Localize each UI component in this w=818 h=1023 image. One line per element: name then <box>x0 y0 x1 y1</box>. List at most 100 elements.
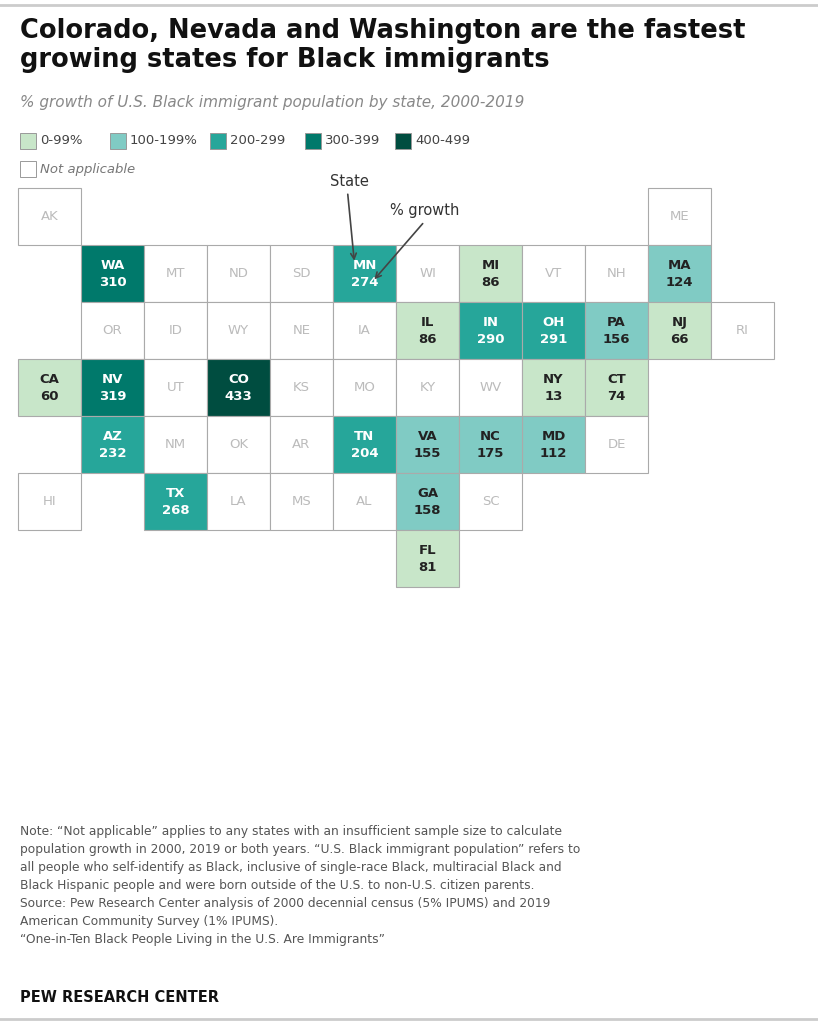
Text: NC: NC <box>480 430 501 443</box>
Text: FL: FL <box>419 544 436 557</box>
Bar <box>270 416 333 473</box>
Text: 232: 232 <box>99 447 126 460</box>
Text: 433: 433 <box>225 390 253 403</box>
Bar <box>459 416 522 473</box>
Text: GA: GA <box>417 487 438 500</box>
Text: 175: 175 <box>477 447 504 460</box>
Text: 66: 66 <box>670 333 689 346</box>
Text: ND: ND <box>228 267 249 280</box>
Text: Note: “Not applicable” applies to any states with an insufficient sample size to: Note: “Not applicable” applies to any st… <box>20 825 581 946</box>
Text: AL: AL <box>357 495 373 508</box>
Text: AR: AR <box>292 438 311 451</box>
Text: MA: MA <box>667 259 691 272</box>
Text: 156: 156 <box>603 333 630 346</box>
Text: MO: MO <box>353 381 375 394</box>
Text: 274: 274 <box>351 276 378 290</box>
Text: State: State <box>330 174 369 188</box>
Bar <box>18 473 81 530</box>
Text: IA: IA <box>358 324 371 337</box>
Text: 74: 74 <box>607 390 626 403</box>
Bar <box>81 416 144 473</box>
Bar <box>20 161 36 177</box>
Bar <box>270 359 333 416</box>
Text: 291: 291 <box>540 333 567 346</box>
Text: WI: WI <box>419 267 436 280</box>
Text: 155: 155 <box>414 447 441 460</box>
Text: 290: 290 <box>477 333 504 346</box>
Bar <box>81 359 144 416</box>
Bar <box>210 133 226 149</box>
Text: % growth: % growth <box>390 204 459 219</box>
Text: 158: 158 <box>414 504 441 517</box>
Text: ME: ME <box>670 210 690 223</box>
Text: 268: 268 <box>162 504 189 517</box>
Text: 319: 319 <box>99 390 126 403</box>
Text: OR: OR <box>103 324 123 337</box>
Bar <box>207 473 270 530</box>
Bar <box>459 244 522 302</box>
Text: 13: 13 <box>544 390 563 403</box>
Text: CO: CO <box>228 373 249 386</box>
Bar <box>333 473 396 530</box>
Text: MN: MN <box>353 259 376 272</box>
Bar <box>648 302 711 359</box>
Bar <box>333 359 396 416</box>
Text: PEW RESEARCH CENTER: PEW RESEARCH CENTER <box>20 990 219 1005</box>
Bar <box>585 244 648 302</box>
Text: KY: KY <box>420 381 435 394</box>
Bar <box>333 244 396 302</box>
Text: PA: PA <box>607 316 626 329</box>
Bar <box>396 473 459 530</box>
Text: TN: TN <box>354 430 375 443</box>
Text: 112: 112 <box>540 447 567 460</box>
Bar <box>396 530 459 587</box>
Bar <box>144 473 207 530</box>
Bar <box>18 359 81 416</box>
Bar <box>81 244 144 302</box>
Text: UT: UT <box>167 381 184 394</box>
Text: 60: 60 <box>40 390 59 403</box>
Text: LA: LA <box>230 495 247 508</box>
Bar <box>207 359 270 416</box>
Bar <box>207 302 270 359</box>
Text: HI: HI <box>43 495 56 508</box>
Bar <box>522 302 585 359</box>
Text: MT: MT <box>166 267 185 280</box>
Bar <box>395 133 411 149</box>
Bar <box>144 302 207 359</box>
Text: DE: DE <box>607 438 626 451</box>
Text: SD: SD <box>292 267 311 280</box>
Bar <box>711 302 774 359</box>
Text: TX: TX <box>166 487 185 500</box>
Text: MI: MI <box>482 259 500 272</box>
Text: MD: MD <box>542 430 566 443</box>
Bar <box>81 302 144 359</box>
Bar <box>144 244 207 302</box>
Text: OK: OK <box>229 438 248 451</box>
Bar <box>110 133 126 149</box>
Bar <box>270 244 333 302</box>
Text: Not applicable: Not applicable <box>40 163 135 176</box>
Bar <box>144 416 207 473</box>
Text: IL: IL <box>420 316 434 329</box>
Text: IN: IN <box>483 316 498 329</box>
Bar <box>648 244 711 302</box>
Text: KS: KS <box>293 381 310 394</box>
Bar <box>333 302 396 359</box>
Text: VT: VT <box>545 267 562 280</box>
Text: 204: 204 <box>351 447 378 460</box>
Bar <box>459 473 522 530</box>
Text: NM: NM <box>165 438 186 451</box>
Bar <box>270 473 333 530</box>
Text: Colorado, Nevada and Washington are the fastest
growing states for Black immigra: Colorado, Nevada and Washington are the … <box>20 18 745 73</box>
Text: 124: 124 <box>666 276 693 290</box>
Text: WV: WV <box>479 381 501 394</box>
Text: NY: NY <box>543 373 564 386</box>
Text: AZ: AZ <box>102 430 123 443</box>
Text: MS: MS <box>292 495 312 508</box>
Bar <box>207 244 270 302</box>
Text: ID: ID <box>169 324 182 337</box>
Text: CT: CT <box>607 373 626 386</box>
Bar <box>459 359 522 416</box>
Text: VA: VA <box>418 430 438 443</box>
